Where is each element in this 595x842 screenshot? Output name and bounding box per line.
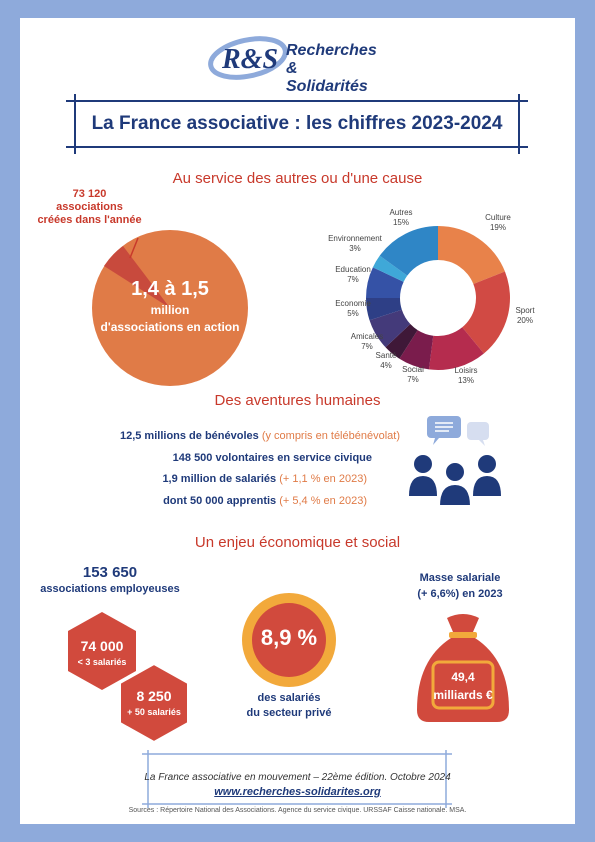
infographic-page: R&S Recherches & Solidarités La France a… [20, 18, 575, 824]
logo-line1: Recherches [286, 42, 377, 59]
hexagon-large-text: 8 250 + 50 salariés [118, 688, 190, 717]
volunteers-line: 12,5 millions de bénévoles (y compris en… [20, 430, 400, 442]
donut-label-social: Social 7% [402, 365, 424, 384]
donut-slice-autres [379, 226, 438, 276]
footer-sources: Sources : Répertoire National des Associ… [128, 807, 467, 814]
hexagon-large-employers [119, 662, 189, 744]
pie-caption: million d'associations en action [90, 302, 250, 336]
logo-emblem: R&S [208, 36, 288, 80]
footer-frame [142, 750, 452, 808]
payroll-amount: 49,4 [451, 670, 475, 684]
donut-slice-sport [462, 271, 510, 354]
section-title-economic: Un enjeu économique et social [194, 534, 401, 551]
donut-label-autres: Autres 15% [389, 208, 413, 227]
payroll-value: 49,4 milliards € [433, 668, 493, 704]
private-sector-share-circle [242, 593, 336, 687]
pie-created-slice [104, 246, 170, 308]
small-employers-count: 74 000 [80, 638, 124, 654]
donut-label-environnement: Environnement 3% [328, 234, 382, 253]
employees-line: 1,9 million de salariés (+ 1,1 % en 2023… [20, 473, 367, 485]
large-employers-label: + 50 salariés [127, 707, 181, 717]
volunteers-count: 12,5 millions de bénévoles [119, 430, 259, 442]
hexagon-small-employers [68, 612, 136, 690]
footer-edition: La France associative en mouvement – 22è… [144, 772, 451, 783]
money-bag-icon [417, 614, 509, 722]
associations-pie [92, 230, 248, 386]
pie-caption-line2: d'associations en action [100, 320, 240, 334]
donut-label-sante: Santé 4% [375, 351, 397, 370]
title-frame: La France associative : les chiffres 202… [66, 94, 528, 154]
donut-slice-culture [438, 226, 505, 285]
private-sector-caption: des salariés du secteur privé [246, 692, 332, 719]
created-word: associations [56, 201, 123, 213]
donut-label-amicales: Amicales 7% [350, 332, 384, 351]
donut-slice-education [366, 267, 404, 298]
logo: R&S Recherches & Solidarités [208, 26, 383, 95]
page-title: La France associative : les chiffres 202… [91, 113, 503, 134]
donut-label-education: Education 7% [335, 265, 371, 284]
donut-slice-sant [385, 324, 418, 359]
donut-slice-loisirs [428, 327, 484, 370]
donut-slice-amicales [369, 309, 411, 348]
civic-service-count: 148 500 volontaires en service civique [172, 452, 372, 464]
logo-line2: & Solidarités [286, 60, 368, 95]
employer-label: associations employeuses [40, 583, 180, 595]
pie-big-value: 1,4 à 1,5 [131, 278, 209, 300]
employer-count: 153 650 [82, 564, 138, 581]
employees-count: 1,9 million de salariés [162, 473, 277, 485]
created-count: 73 120 [72, 188, 107, 200]
small-employers-label: < 3 salariés [77, 657, 127, 667]
large-employers-count: 8 250 [136, 688, 172, 704]
employees-note: (+ 1,1 % en 2023) [279, 473, 367, 485]
created-associations-label: 73 120 associations créées dans l'année [32, 188, 147, 227]
pie-caption-line1: million [150, 303, 190, 317]
donut-slice-social [399, 330, 434, 370]
donut-label-sport: Sport 20% [515, 306, 535, 325]
donut-label-culture: Culture 19% [485, 213, 511, 232]
donut-label-economie: Economie 5% [335, 299, 371, 318]
private-sector-share-value: 8,9 % [260, 625, 318, 650]
donut-slice-economie [366, 298, 402, 321]
section-title-cause: Au service des autres ou d'une cause [172, 170, 423, 187]
donut-label-loisirs: Loisirs 13% [454, 366, 478, 385]
people-chat-icon [409, 416, 501, 507]
svg-text:R&S: R&S [221, 44, 278, 75]
apprentices-count: dont 50 000 apprentis [163, 495, 277, 507]
apprentices-note: (+ 5,4 % en 2023) [279, 495, 367, 507]
apprentices-line: dont 50 000 apprentis (+ 5,4 % en 2023) [20, 495, 367, 507]
donut-slice-environnement [372, 255, 408, 282]
sector-donut-chart [366, 226, 510, 370]
hexagon-small-text: 74 000 < 3 salariés [66, 638, 138, 667]
section-title-human: Des aventures humaines [214, 392, 381, 409]
employer-associations: 153 650 associations employeuses [40, 564, 180, 595]
created-caption: créées dans l'année [37, 214, 142, 226]
footer-website-link[interactable]: www.recherches-solidarites.org [214, 786, 381, 798]
volunteers-note: (y compris en télébénévolat) [261, 430, 400, 442]
civic-service-line: 148 500 volontaires en service civique [20, 452, 372, 464]
payroll-label: Masse salariale (+ 6,6%) en 2023 [417, 572, 503, 600]
payroll-unit: milliards € [433, 688, 493, 702]
